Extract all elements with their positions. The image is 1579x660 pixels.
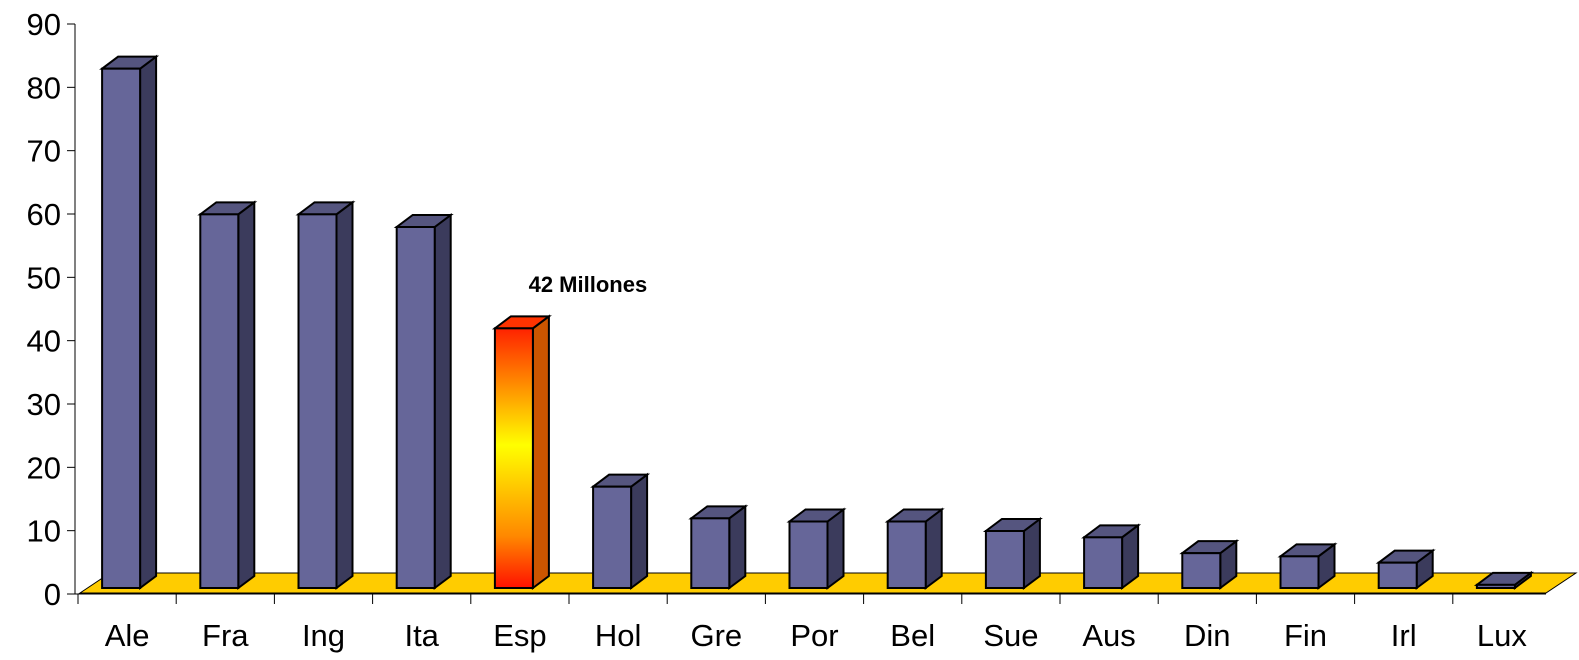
- bar-side-face: [433, 213, 452, 590]
- bar-side-face: [237, 200, 256, 590]
- bar-bel: [884, 507, 945, 590]
- bar-front-face: [1279, 555, 1320, 589]
- bar-side-face: [924, 507, 943, 590]
- bar-front-face: [690, 517, 731, 589]
- bar-hol: [590, 472, 651, 590]
- x-tick-label: Esp: [493, 618, 546, 653]
- bar-side-face: [826, 507, 845, 590]
- bar-side-face: [531, 314, 550, 590]
- y-tick-label: 30: [27, 387, 61, 422]
- bar-front-face: [1181, 552, 1222, 590]
- bar-ale: [99, 54, 160, 590]
- bar-front-face: [493, 327, 534, 589]
- highlight-data-label: 42 Millones: [529, 272, 648, 297]
- x-tick-label: Lux: [1477, 618, 1527, 653]
- y-tick-label: 10: [27, 514, 61, 549]
- x-tick-label: Irl: [1391, 618, 1417, 653]
- bar-fin: [1277, 542, 1338, 590]
- x-tick-label: Gre: [690, 618, 742, 653]
- bar-front-face: [395, 226, 436, 589]
- bar-side-face: [630, 472, 649, 590]
- bar-gre: [688, 504, 749, 590]
- x-tick-label: Hol: [595, 618, 642, 653]
- y-tick-label: 70: [27, 134, 61, 169]
- x-tick-label: Ing: [302, 618, 345, 653]
- bar-front-face: [1475, 583, 1516, 589]
- x-tick-label: Bel: [890, 618, 935, 653]
- bar-front-face: [984, 530, 1025, 589]
- x-tick-label: Fin: [1284, 618, 1327, 653]
- y-tick-label: 80: [27, 70, 61, 105]
- bar-sue: [982, 517, 1043, 590]
- bar-din: [1179, 539, 1240, 590]
- bar-esp: [491, 314, 552, 590]
- x-tick-label: Din: [1184, 618, 1231, 653]
- y-tick-label: 90: [27, 7, 61, 42]
- y-tick-label: 40: [27, 324, 61, 359]
- bar-front-face: [101, 67, 142, 589]
- x-tick-label: Ale: [105, 618, 150, 653]
- x-tick-label: Fra: [202, 618, 249, 653]
- bar-por: [786, 507, 847, 590]
- x-tick-label: Aus: [1082, 618, 1135, 653]
- bar-side-face: [139, 54, 158, 590]
- bar-front-face: [788, 520, 829, 589]
- bar-fra: [197, 200, 258, 590]
- bar-front-face: [592, 485, 633, 589]
- bar-lux: [1473, 570, 1534, 590]
- bar-side-face: [335, 200, 354, 590]
- x-tick-label: Ita: [404, 618, 439, 653]
- y-tick-label: 0: [44, 577, 61, 612]
- bar-front-face: [886, 520, 927, 589]
- bar-aus: [1081, 523, 1142, 590]
- bar-front-face: [297, 213, 338, 589]
- y-tick-label: 20: [27, 450, 61, 485]
- bar-side-face: [728, 504, 747, 590]
- bar-ita: [393, 213, 454, 590]
- y-tick-label: 60: [27, 197, 61, 232]
- x-tick-label: Por: [790, 618, 838, 653]
- bar-front-face: [199, 213, 240, 589]
- y-tick-label: 50: [27, 260, 61, 295]
- bar-front-face: [1377, 561, 1418, 590]
- x-tick-label: Sue: [983, 618, 1038, 653]
- bar-irl: [1375, 548, 1436, 590]
- bar-ing: [295, 200, 356, 590]
- bar-front-face: [1083, 536, 1124, 589]
